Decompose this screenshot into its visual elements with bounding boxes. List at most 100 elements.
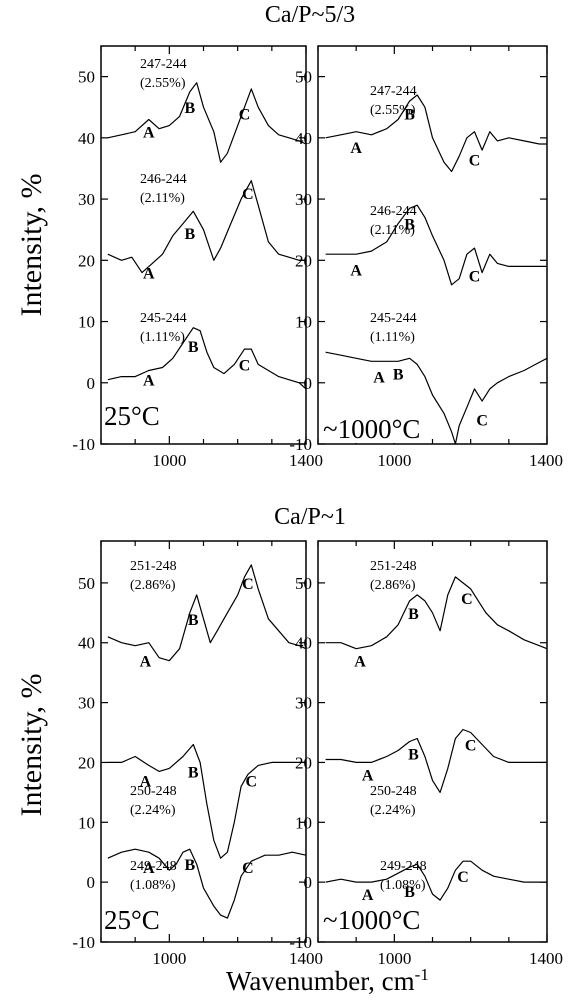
condition-label-top-left: 25°C bbox=[104, 401, 160, 431]
series-label: 251-248 bbox=[130, 559, 177, 574]
series-label: 246-244 bbox=[140, 172, 187, 187]
spectrum-line bbox=[107, 743, 306, 859]
y-tick-label: 0 bbox=[87, 374, 96, 393]
x-tick-label: 1000 bbox=[152, 451, 186, 470]
peak-label: B bbox=[188, 612, 199, 629]
y-tick-label: 0 bbox=[304, 873, 313, 892]
x-axis-label-text: Wavenumber, cm bbox=[226, 966, 415, 996]
condition-label-top-right: ~1000°C bbox=[323, 414, 421, 444]
panel-frame-top-right bbox=[317, 45, 548, 445]
y-tick-label: 40 bbox=[78, 634, 95, 653]
series-label: 247-244 bbox=[140, 57, 187, 72]
y-tick-label: 50 bbox=[78, 68, 95, 87]
peak-label: C bbox=[469, 269, 481, 286]
x-axis-label-exponent: -1 bbox=[414, 965, 429, 984]
y-tick-label: 20 bbox=[78, 753, 95, 772]
peak-label: A bbox=[350, 140, 362, 157]
y-tick-label: -10 bbox=[289, 435, 312, 454]
spectrum-line bbox=[325, 94, 547, 173]
x-tick-label: 1400 bbox=[529, 451, 563, 470]
y-tick-label: 30 bbox=[78, 190, 95, 209]
y-tick-label: 10 bbox=[295, 813, 312, 832]
series-percent: (1.11%) bbox=[140, 330, 185, 345]
peak-label: B bbox=[404, 106, 415, 123]
x-tick-label: 1400 bbox=[289, 451, 323, 470]
peak-label: B bbox=[184, 100, 195, 117]
peak-label: A bbox=[143, 125, 155, 142]
series-label: 247-244 bbox=[370, 84, 417, 99]
y-tick-label: 30 bbox=[295, 694, 312, 713]
spectrum-line bbox=[325, 576, 548, 650]
condition-label-bottom-right: ~1000°C bbox=[323, 905, 421, 935]
spectrum-line bbox=[107, 82, 307, 163]
peak-label: C bbox=[457, 869, 469, 886]
y-tick-label: 20 bbox=[78, 251, 95, 270]
spectrum-line bbox=[107, 564, 307, 662]
peak-label: B bbox=[184, 226, 195, 243]
series-label: 245-244 bbox=[140, 311, 187, 326]
peak-label: B bbox=[188, 339, 199, 356]
spectrum-line bbox=[325, 204, 547, 286]
y-tick-label: 40 bbox=[78, 129, 95, 148]
y-tick-label: -10 bbox=[289, 933, 312, 952]
y-tick-label: 10 bbox=[295, 313, 312, 332]
spectrum-line bbox=[107, 180, 306, 274]
x-tick-label: 1000 bbox=[377, 451, 411, 470]
series-label: 249-248 bbox=[130, 859, 177, 874]
peak-label: B bbox=[404, 217, 415, 234]
series-percent: (2.24%) bbox=[370, 803, 416, 818]
y-tick-label: 20 bbox=[295, 753, 312, 772]
peak-label: A bbox=[143, 266, 155, 283]
y-tick-label: 10 bbox=[78, 813, 95, 832]
series-percent: (2.86%) bbox=[370, 578, 416, 593]
peak-label: B bbox=[188, 764, 199, 781]
series-label: 250-248 bbox=[130, 784, 177, 799]
peak-label: C bbox=[242, 186, 254, 203]
peak-label: A bbox=[140, 654, 152, 671]
spectrum-line bbox=[107, 848, 307, 919]
y-tick-label: 40 bbox=[295, 129, 312, 148]
peak-label: C bbox=[246, 773, 258, 790]
peak-label: B bbox=[393, 367, 404, 384]
y-tick-label: 30 bbox=[295, 190, 312, 209]
peak-label: B bbox=[184, 857, 195, 874]
x-tick-label: 1000 bbox=[152, 949, 186, 968]
y-tick-label: 10 bbox=[78, 313, 95, 332]
y-tick-label: 50 bbox=[295, 68, 312, 87]
section-title-bottom: Ca/P~1 bbox=[274, 504, 346, 530]
series-percent: (2.55%) bbox=[370, 103, 416, 118]
y-tick-label: 0 bbox=[87, 873, 96, 892]
spectrum-line bbox=[325, 728, 547, 793]
y-tick-label: 50 bbox=[78, 574, 95, 593]
spectrum-line bbox=[325, 860, 547, 901]
peak-label: A bbox=[143, 860, 155, 877]
series-label: 250-248 bbox=[370, 784, 417, 799]
peak-label: C bbox=[239, 106, 251, 123]
peak-label: C bbox=[469, 152, 481, 169]
peak-label: C bbox=[461, 591, 473, 608]
y-tick-label: 50 bbox=[295, 574, 312, 593]
y-tick-label: -10 bbox=[72, 933, 95, 952]
peak-label: B bbox=[404, 884, 415, 901]
peak-label: A bbox=[143, 373, 155, 390]
spectrum-line bbox=[107, 327, 307, 390]
peak-label: A bbox=[140, 773, 152, 790]
series-label: 245-244 bbox=[370, 311, 417, 326]
peak-label: A bbox=[354, 654, 366, 671]
x-tick-label: 1400 bbox=[289, 949, 323, 968]
peak-label: C bbox=[476, 413, 488, 430]
y-tick-label: 40 bbox=[295, 634, 312, 653]
condition-label-bottom-left: 25°C bbox=[104, 905, 160, 935]
y-tick-label: 0 bbox=[304, 374, 313, 393]
peak-label: C bbox=[465, 737, 477, 754]
series-percent: (2.24%) bbox=[130, 803, 176, 818]
series-percent: (1.08%) bbox=[130, 878, 176, 893]
series-label: 249-248 bbox=[380, 859, 427, 874]
x-axis-label: Wavenumber, cm-1 bbox=[226, 965, 429, 997]
series-percent: (1.08%) bbox=[380, 878, 426, 893]
x-tick-label: 1400 bbox=[529, 949, 563, 968]
series-percent: (2.11%) bbox=[140, 191, 185, 206]
peak-label: A bbox=[373, 370, 385, 387]
series-percent: (2.86%) bbox=[130, 578, 176, 593]
